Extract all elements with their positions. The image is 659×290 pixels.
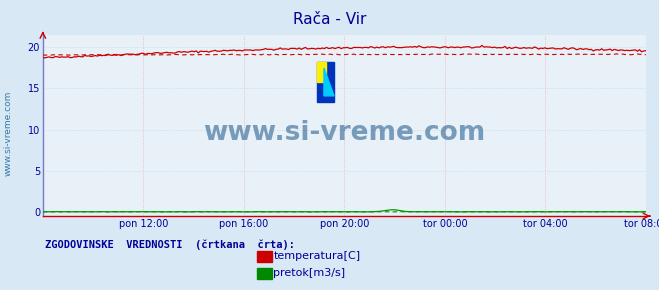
Polygon shape bbox=[324, 68, 334, 96]
Text: www.si-vreme.com: www.si-vreme.com bbox=[4, 91, 13, 176]
Text: Rača - Vir: Rača - Vir bbox=[293, 12, 366, 27]
Bar bbox=[317, 62, 326, 82]
Text: pretok[m3/s]: pretok[m3/s] bbox=[273, 268, 345, 278]
Text: temperatura[C]: temperatura[C] bbox=[273, 251, 360, 261]
Text: www.si-vreme.com: www.si-vreme.com bbox=[203, 120, 486, 146]
Bar bbox=[317, 62, 334, 102]
Text: ZGODOVINSKE  VREDNOSTI  (črtkana  črta):: ZGODOVINSKE VREDNOSTI (črtkana črta): bbox=[45, 239, 295, 250]
